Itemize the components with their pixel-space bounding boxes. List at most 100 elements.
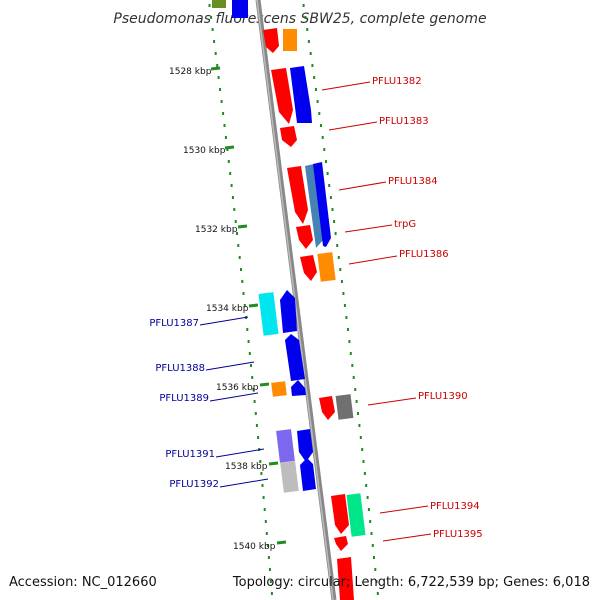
topology-text: Topology: circular; Length: 6,722,539 bp… [232, 575, 590, 590]
inner-track-dot [210, 16, 213, 19]
label-pflu1387[interactable]: PFLU1387 [149, 318, 199, 329]
feature-pflu1388[interactable] [285, 334, 305, 381]
label-pflu1394[interactable]: PFLU1394 [430, 501, 480, 512]
outer-track-dot [304, 16, 307, 19]
outer-track-dot [334, 232, 337, 235]
inner-track-dot [252, 388, 255, 391]
kbp-label-1540: 1540 kbp [233, 542, 276, 552]
feature-pflu1391-lavender[interactable] [276, 429, 295, 463]
feature-pflu1392-blue[interactable] [300, 458, 316, 491]
outer-track-dot [358, 424, 361, 427]
feature-pflu1389-blue[interactable] [291, 380, 306, 396]
feature-orange-top[interactable] [283, 29, 297, 51]
label-pflu1390[interactable]: PFLU1390 [418, 391, 468, 402]
label-pflu1386[interactable]: PFLU1386 [399, 249, 449, 260]
outer-track-dot [346, 328, 349, 331]
inner-track-dot [263, 508, 266, 511]
inner-track-dot [259, 460, 262, 463]
outer-track-dot [337, 256, 340, 259]
feature-trpg[interactable] [305, 164, 323, 248]
inner-track-dot [208, 4, 211, 7]
feature-pflu1386-orange[interactable] [317, 252, 336, 282]
feature-pflu1394-red[interactable] [331, 494, 349, 534]
label-pflu1389[interactable]: PFLU1389 [159, 393, 209, 404]
outer-track-dot [321, 136, 324, 139]
feature-pflu1392-silver[interactable] [280, 461, 299, 493]
map-title: Pseudomonas fluorescens SBW25, complete … [113, 11, 486, 27]
inner-track-dot [260, 472, 263, 475]
inner-track-dot [267, 556, 270, 559]
leader-pflu1386 [348, 255, 398, 265]
inner-track-dot [248, 352, 251, 355]
label-trpg[interactable]: trpG [394, 219, 416, 230]
leader-pflu1388 [205, 361, 255, 371]
feature-blue-partial [232, 0, 248, 18]
outer-track-dot [370, 532, 373, 535]
feature-pflu1387-blue[interactable] [280, 290, 297, 333]
leader-pflu1389 [209, 392, 259, 402]
inner-track-dot [234, 220, 237, 223]
leader-pflu1384 [338, 181, 387, 191]
inner-track-dot [264, 520, 267, 523]
inner-track-dot [236, 232, 238, 235]
feature-pflu1387-cyan[interactable] [258, 292, 279, 336]
reverse-gene-labels: PFLU1387 PFLU1388 PFLU1389 PFLU1391 PFLU… [149, 316, 269, 490]
feature-pflu1382-blue[interactable] [290, 66, 312, 123]
feature-pflu1390-gray[interactable] [335, 394, 354, 420]
inner-track-dot [250, 364, 252, 367]
inner-track-dot [240, 268, 242, 271]
leader-pflu1382 [321, 81, 371, 91]
leader-pflu1395 [382, 533, 432, 542]
inner-track-dot [231, 196, 234, 199]
feature-pflu1394-green[interactable] [346, 493, 366, 537]
kbp-label-1536: 1536 kbp [216, 383, 259, 393]
inner-track-dot [242, 292, 245, 295]
feature-pflu1384[interactable] [287, 166, 308, 224]
outer-track-dot [362, 460, 365, 463]
leader-pflu1391 [215, 448, 265, 458]
feature-blue-long[interactable] [313, 162, 331, 247]
inner-track-dot [238, 256, 241, 259]
inner-track-dot [255, 424, 258, 427]
outer-track-dot [316, 100, 319, 103]
outer-track-dot [366, 496, 369, 499]
inner-track-dot [213, 40, 216, 43]
kbp-label-1532: 1532 kbp [195, 225, 238, 235]
outer-track-dot [325, 160, 327, 163]
inner-track-dot [224, 136, 227, 139]
feature-pflu1382-red[interactable] [271, 68, 293, 124]
feature-pflu1390-red[interactable] [319, 396, 335, 420]
label-pflu1391[interactable]: PFLU1391 [165, 449, 215, 460]
inner-track-dot [214, 52, 217, 55]
inner-track-dot [230, 184, 233, 187]
outer-track-dot [376, 592, 379, 595]
outer-track-dot [349, 352, 352, 355]
inner-track-dot [233, 208, 236, 211]
outer-track-dot [352, 376, 355, 379]
outer-track-dot [375, 580, 378, 583]
label-pflu1388[interactable]: PFLU1388 [155, 363, 205, 374]
feature-red-top[interactable] [263, 28, 279, 53]
outer-track-dot [361, 448, 364, 451]
inner-track-dot [227, 160, 230, 163]
label-pflu1383[interactable]: PFLU1383 [379, 116, 429, 127]
label-pflu1384[interactable]: PFLU1384 [388, 176, 438, 187]
feature-pflu1386-red[interactable] [300, 255, 317, 281]
kbp-tick-1538 [268, 461, 279, 466]
kbp-scale: 1528 kbp 1530 kbp 1532 kbp 1534 kbp 1536… [169, 66, 287, 552]
label-pflu1392[interactable]: PFLU1392 [169, 479, 219, 490]
kbp-tick-1540 [276, 540, 287, 545]
kbp-tick-1534 [248, 303, 259, 308]
feature-pflu1389-orange[interactable] [271, 381, 287, 397]
feature-red-bottom[interactable] [337, 557, 354, 600]
inner-track-dot [261, 484, 264, 487]
feature-red-small-1[interactable] [296, 225, 313, 249]
feature-pflu1383[interactable] [280, 126, 297, 147]
kbp-label-1530: 1530 kbp [183, 146, 226, 156]
outer-track-dot [373, 556, 375, 559]
feature-green-partial [212, 0, 226, 8]
label-pflu1395[interactable]: PFLU1395 [433, 529, 483, 540]
feature-pflu1395[interactable] [334, 536, 348, 551]
feature-pflu1391-blue[interactable] [297, 429, 313, 462]
label-pflu1382[interactable]: PFLU1382 [372, 76, 422, 87]
